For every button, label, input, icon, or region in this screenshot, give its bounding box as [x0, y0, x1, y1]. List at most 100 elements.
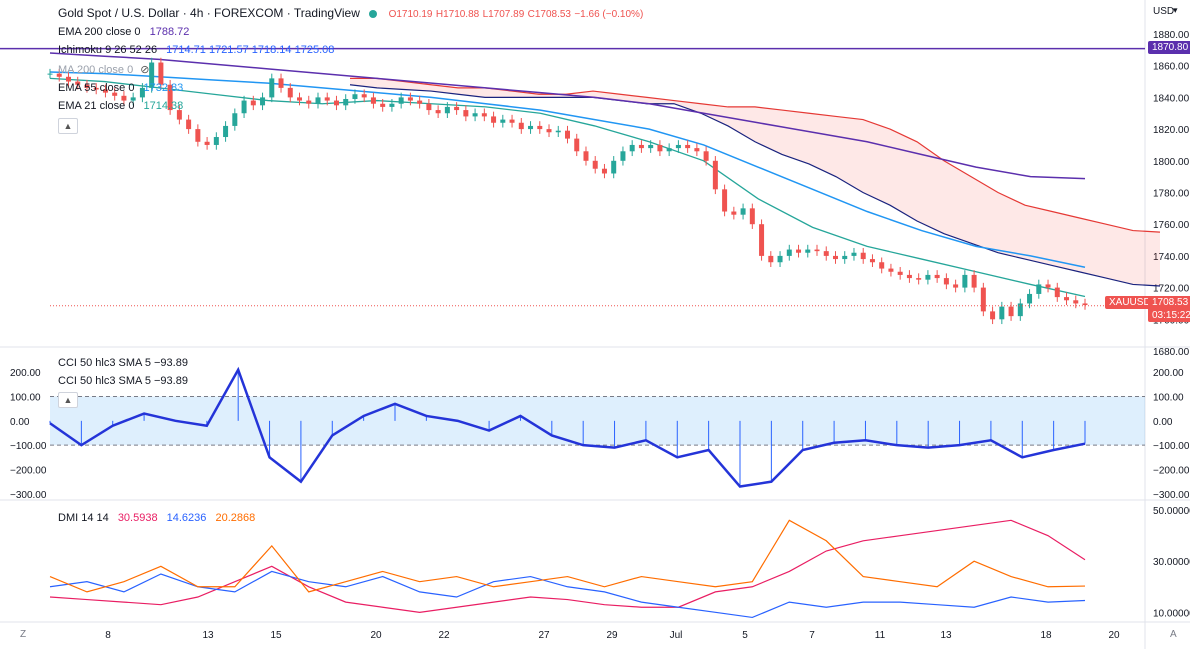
- candle-body: [740, 208, 746, 215]
- auto-scale-button[interactable]: A: [1170, 629, 1177, 640]
- time-tick-label: 18: [1040, 630, 1052, 641]
- ohlc-open: O1710.19: [388, 9, 433, 20]
- symbol-title[interactable]: Gold Spot / U.S. Dollar · 4h · FOREXCOM …: [58, 6, 360, 20]
- candle-body: [786, 249, 792, 256]
- candle-body: [962, 274, 968, 288]
- ema55-line: [49, 71, 1086, 268]
- cci-band: [50, 396, 1145, 446]
- time-tick-label: 13: [940, 630, 952, 641]
- candle-body: [93, 87, 99, 90]
- price-tick-label: 1780.00: [1153, 189, 1190, 200]
- ema21-line: [49, 77, 1086, 298]
- candle-body: [47, 73, 53, 75]
- candle-body: [84, 84, 90, 88]
- candle-body: [620, 151, 626, 161]
- collapse-cci-legend-button[interactable]: ▲: [58, 392, 78, 408]
- candle-body: [361, 94, 367, 98]
- ichimoku-span-b: [349, 84, 1161, 287]
- candle-body: [149, 62, 155, 88]
- price-tick-label: 1860.00: [1153, 62, 1190, 73]
- time-tick-label: 29: [606, 630, 618, 641]
- candle-body: [574, 138, 580, 152]
- indicator-legend-ema21[interactable]: EMA 21 close 0 1714.38: [58, 100, 184, 112]
- candle-body: [139, 87, 145, 98]
- candle-body: [491, 116, 497, 123]
- candle-body: [1008, 306, 1014, 317]
- dmi-legend[interactable]: DMI 14 14 30.5938 14.6236 20.2868: [58, 512, 256, 524]
- candle-body: [546, 129, 552, 133]
- indicator-legend-ichimoku[interactable]: Ichimoku 9 26 52 26 1714.71 1721.57 1718…: [58, 44, 335, 56]
- dmi-tick-label: 10.00000: [1153, 608, 1190, 619]
- indicator-legend-ma200[interactable]: MA 200 close 0 ⊘: [58, 64, 150, 76]
- candle-body: [731, 211, 737, 215]
- candle-body: [509, 119, 515, 123]
- collapse-legend-button[interactable]: ▲: [58, 118, 78, 134]
- candle-body: [204, 141, 210, 145]
- candle-body: [463, 110, 469, 117]
- candle-body: [213, 137, 219, 145]
- candle-body: [777, 255, 783, 263]
- candle-body: [906, 274, 912, 279]
- ohlc-close: C1708.53: [527, 9, 571, 20]
- cci-tick-right: 100.00: [1153, 393, 1184, 404]
- candle-body: [565, 130, 570, 139]
- candle-body: [278, 78, 284, 88]
- candle-body: [389, 103, 395, 107]
- candle-body: [860, 252, 866, 260]
- cci-legend-1[interactable]: CCI 50 hlc3 SMA 5 −93.89: [58, 357, 188, 369]
- ichimoku-cloud: [350, 78, 1160, 287]
- price-tick-label: 1840.00: [1153, 93, 1190, 104]
- time-tick-label: 20: [370, 630, 382, 641]
- hidden-eye-icon[interactable]: ⊘: [140, 64, 150, 76]
- ohlc-low: L1707.89: [482, 9, 525, 20]
- time-tick-label: 22: [438, 630, 450, 641]
- cci-tick-right: −300.00: [1153, 490, 1190, 501]
- candle-body: [555, 130, 561, 133]
- countdown-badge: 03:15:22: [1148, 309, 1190, 322]
- time-tick-label: 7: [809, 630, 815, 641]
- candle-body: [749, 208, 755, 225]
- dmi-minus-line: [49, 519, 1086, 593]
- candle-body: [722, 189, 728, 212]
- cci-legend-2[interactable]: CCI 50 hlc3 SMA 5 −93.89: [58, 375, 188, 387]
- candle-body: [990, 311, 996, 320]
- candle-body: [315, 97, 321, 104]
- time-tick-label: 13: [202, 630, 214, 641]
- cci-tick-left: −100.00: [10, 441, 47, 452]
- cci-tick-left: 100.00: [10, 393, 41, 404]
- currency-dropdown-icon[interactable]: ▾: [1173, 5, 1178, 15]
- candle-body: [297, 97, 303, 101]
- candle-body: [121, 95, 127, 101]
- dmi-tick-label: 30.00000: [1153, 557, 1190, 568]
- cci-line: [49, 366, 1086, 488]
- candle-body: [324, 97, 330, 101]
- price-tick-label: 1800.00: [1153, 157, 1190, 168]
- candle-body: [333, 100, 339, 106]
- time-tick-label: 15: [270, 630, 282, 641]
- candle-body: [269, 78, 275, 98]
- currency-label[interactable]: USD: [1153, 6, 1175, 17]
- candle-body: [130, 97, 136, 101]
- candle-body: [426, 103, 432, 111]
- ema200-line: [49, 52, 1086, 180]
- candle-body: [343, 98, 349, 106]
- candle-body: [842, 255, 848, 260]
- candle-body: [518, 122, 524, 130]
- ema200-price-badge: 1870.80: [1148, 41, 1190, 54]
- price-tick-label: 1720.00: [1153, 284, 1190, 295]
- candle-body: [158, 62, 164, 85]
- candle-body: [611, 160, 617, 174]
- indicator-legend-ema55[interactable]: EMA 55 close 0 1732.83: [58, 82, 184, 94]
- cci-tick-left: 0.00: [10, 417, 30, 428]
- candle-body: [232, 113, 238, 126]
- candle-body: [1036, 284, 1042, 294]
- candle-body: [260, 97, 266, 106]
- candle-body: [703, 151, 709, 161]
- zoom-button[interactable]: Z: [20, 629, 27, 640]
- indicator-legend-ema200[interactable]: EMA 200 close 0 1788.72: [58, 26, 190, 38]
- candle-body: [1017, 303, 1023, 317]
- candle-body: [999, 306, 1005, 320]
- candle-body: [167, 84, 173, 111]
- chevron-up-icon: ▲: [63, 121, 73, 131]
